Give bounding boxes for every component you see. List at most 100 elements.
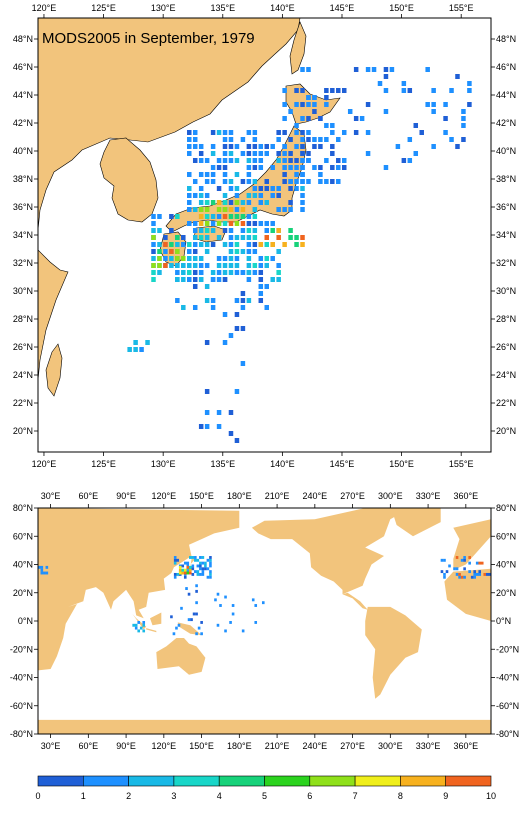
lat-tick-label: 60°N <box>496 531 516 541</box>
grid-cell <box>258 277 264 282</box>
grid-cell <box>300 130 305 135</box>
grid-cell <box>383 165 389 170</box>
grid-cell <box>216 235 222 240</box>
grid-cell <box>240 214 246 219</box>
grid-cell <box>228 263 234 268</box>
grid-cell <box>204 179 210 184</box>
grid-cell <box>294 144 299 149</box>
grid-cell <box>246 165 252 170</box>
grid-cell <box>258 263 264 268</box>
grid-cell <box>288 151 293 156</box>
grid-cell <box>228 186 234 191</box>
grid-cell <box>330 151 335 156</box>
grid-cell <box>407 137 413 142</box>
grid-cell <box>157 214 162 219</box>
grid-cell <box>252 242 258 247</box>
grid-cell <box>449 88 454 93</box>
grid-cell <box>460 575 464 579</box>
grid-cell <box>246 256 252 261</box>
grid-cell <box>196 558 200 562</box>
grid-cell <box>198 144 204 149</box>
grid-cell <box>222 312 228 317</box>
grid-cell <box>216 263 222 268</box>
grid-cell <box>222 200 228 205</box>
grid-cell <box>473 575 476 579</box>
grid-cell <box>170 615 173 619</box>
grid-cell <box>234 207 240 212</box>
grid-cell <box>282 179 287 184</box>
colorbar-label: 8 <box>398 791 403 801</box>
grid-cell <box>222 228 228 233</box>
lat-tick-label: 40°N <box>13 146 33 156</box>
grid-cell <box>222 172 228 177</box>
lon-tick-label: 90°E <box>116 491 136 501</box>
grid-cell <box>258 291 264 296</box>
grid-cell <box>276 235 281 240</box>
grid-cell <box>209 572 212 576</box>
grid-cell <box>330 165 335 170</box>
lat-tick-label: 46°N <box>496 62 516 72</box>
lat-tick-label: 26°N <box>496 342 516 352</box>
grid-cell <box>190 618 193 622</box>
grid-cell <box>264 305 269 310</box>
grid-cell <box>234 438 240 443</box>
grid-cell <box>204 564 207 568</box>
colorbar-label: 7 <box>353 791 358 801</box>
grid-cell <box>209 575 212 579</box>
grid-cell <box>288 228 293 233</box>
landmass-java <box>146 628 157 633</box>
grid-cell <box>157 263 162 268</box>
lon-tick-label: 60°E <box>79 491 99 501</box>
grid-cell <box>270 165 275 170</box>
grid-cell <box>187 277 192 282</box>
grid-cell <box>192 284 198 289</box>
grid-cell <box>294 123 299 128</box>
grid-cell <box>173 561 177 565</box>
lat-tick-label: 80°N <box>13 503 33 513</box>
grid-cell <box>294 172 299 177</box>
grid-cell <box>341 165 347 170</box>
grid-cell <box>336 158 341 163</box>
grid-cell <box>192 221 198 226</box>
grid-cell <box>282 242 287 247</box>
grid-cell <box>216 221 222 226</box>
grid-cell <box>189 556 192 559</box>
grid-cell <box>204 235 210 240</box>
grid-cell <box>228 200 234 205</box>
grid-cell <box>443 558 446 562</box>
lat-tick-label: -40°N <box>496 673 519 683</box>
grid-cell <box>198 151 204 156</box>
grid-cell <box>199 561 202 565</box>
grid-cell <box>40 565 44 569</box>
grid-cell <box>163 235 168 240</box>
grid-cell <box>419 130 424 135</box>
colorbar-segment <box>37 775 84 787</box>
grid-cell <box>234 235 240 240</box>
grid-cell <box>187 200 192 205</box>
lat-tick-label: 80°N <box>496 503 516 513</box>
grid-cell <box>187 186 192 191</box>
grid-cell <box>443 130 448 135</box>
grid-cell <box>264 228 269 233</box>
grid-cell <box>463 575 466 579</box>
landmass-new-guinea <box>177 622 202 636</box>
grid-cell <box>365 130 371 135</box>
grid-cell <box>192 612 196 616</box>
grid-cell <box>240 291 246 296</box>
lon-tick-label: 150°E <box>389 459 414 469</box>
grid-cell <box>192 228 198 233</box>
colorbar-segment <box>218 775 265 787</box>
landmass-central-america <box>342 592 368 610</box>
grid-cell <box>353 116 359 121</box>
grid-cell <box>324 123 329 128</box>
grid-cell <box>175 298 180 303</box>
lon-tick-label: 130°E <box>151 459 176 469</box>
lon-tick-label: 270°E <box>340 741 365 751</box>
grid-cell <box>192 277 198 282</box>
grid-cell <box>222 207 228 212</box>
grid-cell <box>176 572 180 576</box>
grid-cell <box>181 568 185 572</box>
grid-cell <box>169 228 174 233</box>
grid-cell <box>240 298 246 303</box>
grid-cell <box>204 249 210 254</box>
